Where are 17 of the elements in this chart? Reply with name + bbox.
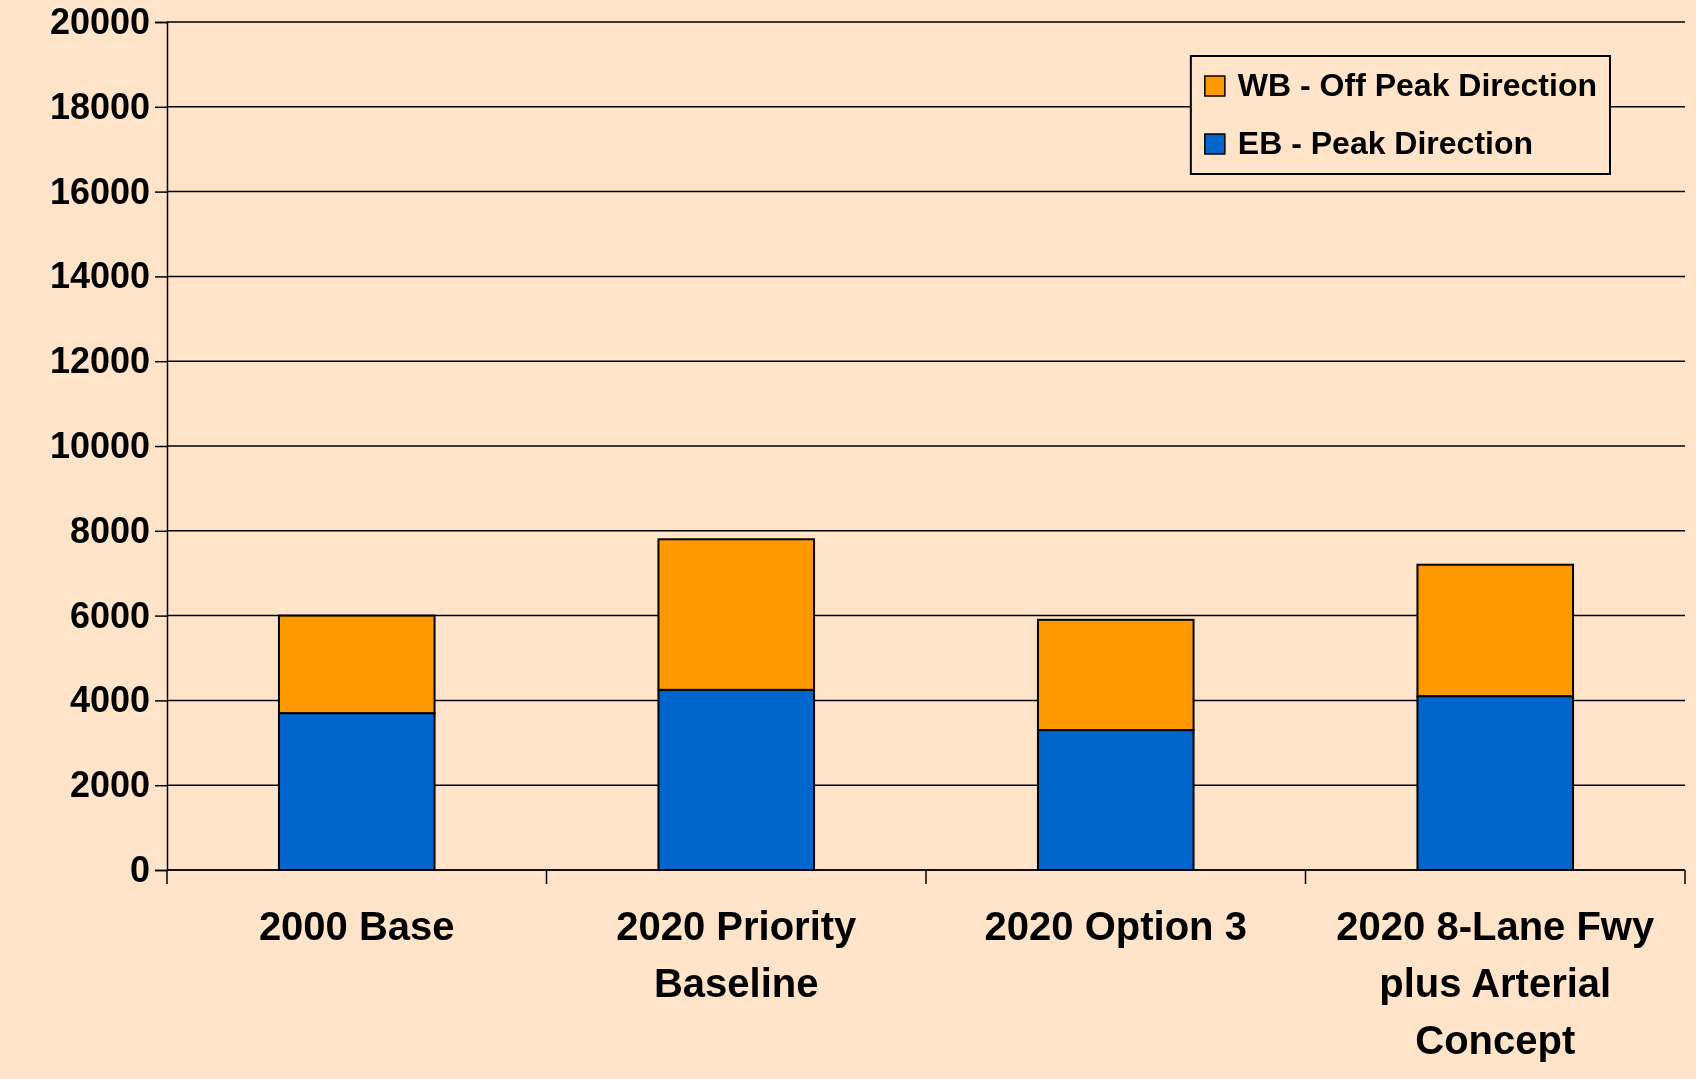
y-tick-label: 8000 — [69, 509, 150, 551]
y-tick-label: 0 — [129, 849, 150, 891]
x-tick-label: 2020 Priority Baseline — [616, 904, 858, 1005]
y-tick-label: 14000 — [49, 255, 150, 297]
x-tick-label: 2020 Option 3 — [984, 904, 1247, 948]
y-tick-label: 16000 — [49, 170, 150, 212]
y-tick-label: 12000 — [49, 340, 150, 382]
legend-label: EB - Peak Direction — [1237, 125, 1534, 161]
y-tick-label: 20000 — [49, 1, 150, 43]
y-tick-label: 2000 — [69, 764, 150, 806]
legend-label: WB - Off Peak Direction — [1237, 67, 1597, 103]
x-tick-label: 2000 Base — [258, 904, 455, 948]
y-tick-label: 4000 — [69, 679, 150, 721]
x-tick-label: 2020 8-Lane Fwy plus Arterial Concept — [1336, 904, 1655, 1062]
y-tick-label: 10000 — [49, 425, 150, 467]
y-tick-label: 18000 — [49, 85, 150, 127]
y-tick-label: 6000 — [69, 594, 150, 636]
